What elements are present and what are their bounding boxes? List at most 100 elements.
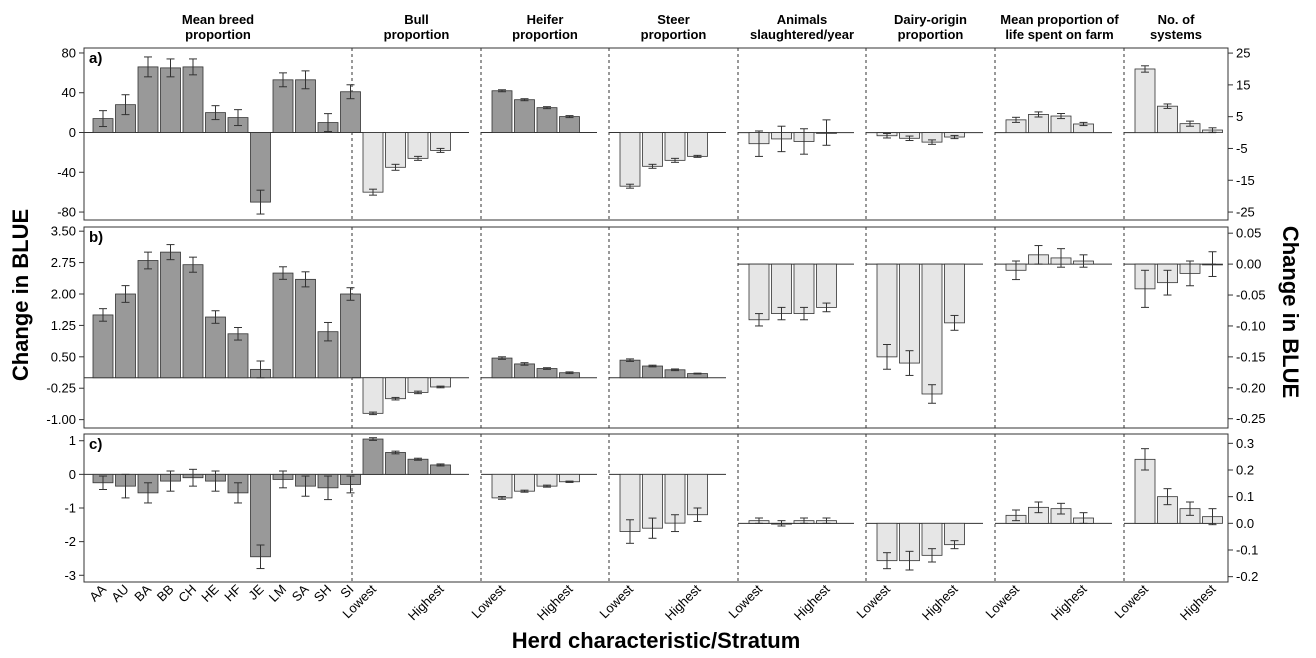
error-bar — [1012, 509, 1020, 522]
column-title: Mean proportion of — [1000, 12, 1119, 27]
column-title: Heifer — [527, 12, 564, 27]
panel: c) 1 0 -1 -2 -3 0.3 0.2 0.1 0.0 -0.1 -0.2 — [64, 433, 1258, 584]
error-bar — [905, 135, 914, 142]
bar — [944, 263, 965, 324]
column-title: Mean breed — [182, 12, 254, 27]
bar — [115, 293, 136, 379]
y-tick-label-left: 80 — [62, 45, 76, 60]
column-title: No. of — [1158, 12, 1195, 27]
y-tick-label-right: 0.0 — [1236, 516, 1254, 531]
y-tick-label-right: -0.05 — [1236, 288, 1266, 303]
bar — [385, 452, 406, 475]
error-bar — [211, 470, 220, 492]
error-bar — [324, 321, 332, 342]
bar — [536, 107, 558, 133]
error-bar — [671, 368, 679, 372]
error-bar — [543, 106, 551, 110]
error-bar — [391, 450, 400, 455]
column-title: proportion — [898, 27, 964, 42]
y-tick-label-right: -25 — [1236, 205, 1255, 220]
y-tick-label-left: 2.75 — [51, 255, 76, 270]
bar — [536, 473, 558, 487]
bar — [536, 368, 558, 379]
error-bar — [648, 517, 657, 539]
error-bar — [777, 520, 786, 527]
error-bar — [1034, 501, 1043, 514]
error-bar — [520, 98, 529, 102]
bar — [430, 132, 451, 151]
error-bar — [1141, 448, 1149, 471]
error-bar — [391, 396, 400, 401]
error-bar — [950, 134, 959, 140]
x-category-label: BA — [131, 581, 154, 604]
bar — [619, 359, 641, 379]
error-bar — [520, 489, 529, 493]
y-tick-label-left: 1 — [69, 433, 76, 448]
panel-label: c) — [89, 436, 102, 453]
error-bar — [369, 437, 377, 441]
y-tick-label-right: 0.3 — [1236, 436, 1254, 451]
error-bar — [1079, 254, 1088, 268]
x-category-label: Lowest — [1111, 581, 1151, 621]
error-bar — [99, 475, 107, 490]
x-category-label: Lowest — [725, 581, 765, 621]
y-tick-label-right: -15 — [1236, 173, 1255, 188]
x-category-label: SA — [289, 581, 312, 604]
x-category-label: Highest — [662, 581, 704, 623]
panel: b) 3.50 2.75 2.00 1.25 0.50 -0.25 -1.00 0.05 0.00… — [46, 224, 1266, 429]
bar — [771, 263, 792, 314]
error-bar — [324, 113, 332, 133]
error-bar — [234, 109, 242, 127]
error-bar — [1208, 251, 1217, 277]
y-tick-label-right: 0.1 — [1236, 489, 1254, 504]
error-bar — [498, 496, 506, 500]
x-category-label: Lowest — [853, 581, 893, 621]
bar — [687, 132, 708, 157]
panel-frame — [83, 226, 1229, 429]
error-bar — [279, 470, 287, 489]
error-bar — [950, 540, 959, 550]
y-tick-label-right: 0.2 — [1236, 463, 1254, 478]
y-axis-title-left: Change in BLUE — [8, 209, 33, 381]
error-bar — [234, 327, 242, 341]
bar — [160, 251, 181, 379]
bar — [430, 377, 451, 388]
column-title: Animals — [777, 12, 828, 27]
error-bar — [346, 287, 355, 301]
error-bar — [693, 372, 702, 375]
bar — [340, 293, 361, 379]
bar — [295, 278, 316, 379]
y-tick-label-left: -80 — [57, 205, 76, 220]
y-tick-label-left: 3.50 — [51, 224, 76, 239]
error-bar — [211, 105, 220, 121]
error-bar — [1034, 245, 1043, 265]
y-tick-label-left: 2.00 — [51, 287, 76, 302]
bar — [205, 316, 226, 379]
bar — [748, 263, 770, 321]
error-bar — [391, 163, 400, 171]
bar — [182, 66, 204, 133]
y-tick-label-left: -40 — [57, 165, 76, 180]
error-bar — [671, 157, 679, 163]
x-category-label: HF — [221, 581, 244, 604]
bar — [385, 377, 406, 400]
error-bar — [822, 119, 831, 146]
y-tick-label-left: 1.25 — [51, 318, 76, 333]
error-bar — [1141, 269, 1149, 308]
x-category-label: Highest — [791, 581, 833, 623]
bar — [642, 132, 663, 167]
error-bar — [279, 72, 287, 88]
x-category-label: BB — [154, 582, 177, 605]
error-bar — [256, 360, 265, 379]
error-bar — [144, 482, 152, 504]
bar — [514, 473, 535, 492]
error-bar — [693, 507, 702, 522]
error-bar — [256, 189, 265, 215]
error-bar — [905, 550, 914, 571]
error-bar — [755, 313, 763, 327]
x-category-label: Lowest — [596, 581, 636, 621]
column-title: life spent on farm — [1005, 27, 1113, 42]
bar — [137, 260, 159, 379]
y-tick-label-right: 25 — [1236, 46, 1250, 61]
